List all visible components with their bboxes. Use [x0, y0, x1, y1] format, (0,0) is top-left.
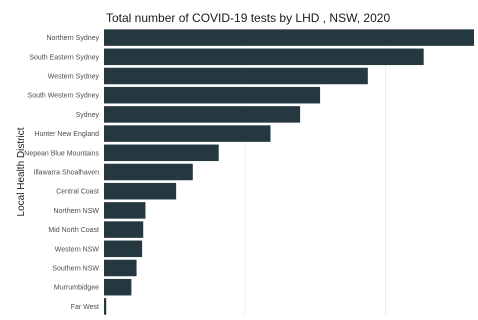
category-tick-label: South Eastern Sydney: [29, 54, 99, 61]
bar: [104, 182, 177, 200]
category-tick-labels: Northern Sydney South Eastern Sydney Weste…: [24, 35, 99, 311]
category-tick-label: Mid North Coast: [48, 227, 99, 234]
category-tick-label: Southern NSW: [52, 266, 99, 273]
bar: [104, 163, 193, 181]
bar: [104, 67, 368, 85]
bar: [104, 259, 137, 277]
bars: [104, 29, 474, 315]
bar: [104, 48, 424, 66]
category-tick-label: Nepean Blue Mountains: [24, 150, 99, 157]
bar: [104, 240, 143, 258]
category-tick-label: Illawarra Shoalhaven: [34, 170, 99, 177]
category-tick-label: Western NSW: [55, 246, 100, 253]
bar: [104, 221, 144, 238]
bar: [104, 202, 146, 219]
category-tick-label: Sydney: [76, 112, 100, 119]
y-axis-label: Local Health District: [16, 127, 27, 216]
bar: [104, 144, 219, 162]
category-tick-label: Hunter New England: [34, 131, 99, 138]
category-tick-label: South Western Sydney: [28, 93, 100, 100]
bar: [104, 125, 271, 142]
category-tick-label: Central Coast: [56, 189, 99, 196]
bar: [104, 29, 474, 46]
category-tick-label: Murrumbidgee: [54, 285, 99, 292]
bar: [104, 86, 321, 104]
category-tick-label: Far West: [71, 304, 99, 311]
chart-title: Total number of COVID-19 tests by LHD , …: [106, 11, 390, 25]
category-tick-label: Western Sydney: [48, 74, 100, 81]
bar: [104, 106, 301, 123]
category-tick-label: Northern NSW: [53, 208, 99, 215]
category-tick-label: Northern Sydney: [46, 35, 99, 42]
bar: [104, 278, 132, 296]
bar: [104, 298, 107, 315]
